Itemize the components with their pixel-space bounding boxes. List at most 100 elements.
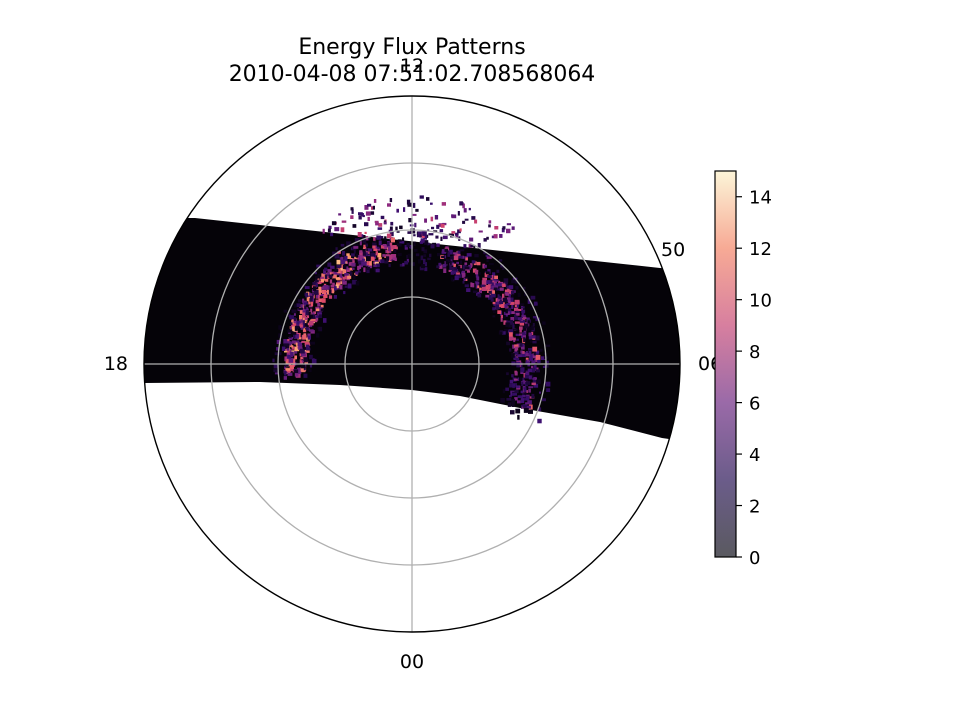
flux-speckle xyxy=(347,283,352,289)
flux-speckle xyxy=(308,305,313,308)
flux-speckle xyxy=(319,294,324,297)
flux-speckle xyxy=(296,340,300,343)
flux-speckle xyxy=(436,224,440,229)
flux-speckle xyxy=(478,272,481,275)
flux-speckle xyxy=(335,273,340,276)
flux-speckle xyxy=(318,286,322,292)
flux-speckle xyxy=(352,274,356,280)
flux-speckle xyxy=(324,274,328,279)
flux-speckle xyxy=(474,219,478,224)
flux-speckle xyxy=(362,258,366,261)
flux-speckle xyxy=(384,236,387,241)
flux-speckle xyxy=(442,263,447,268)
flux-speckle xyxy=(499,234,503,238)
flux-speckle xyxy=(406,242,410,247)
flux-speckle xyxy=(464,262,468,265)
flux-speckle xyxy=(424,218,427,223)
flux-speckle xyxy=(299,315,303,320)
flux-speckle xyxy=(387,241,390,247)
flux-speckle xyxy=(298,307,303,310)
flux-speckle xyxy=(319,292,321,295)
flux-speckle xyxy=(506,302,510,306)
flux-speckle xyxy=(347,274,352,279)
flux-speckle xyxy=(384,260,389,264)
flux-speckle xyxy=(428,233,434,236)
flux-speckle xyxy=(523,407,529,413)
flux-speckle xyxy=(533,301,538,306)
flux-speckle xyxy=(283,309,287,313)
flux-speckle xyxy=(497,310,502,314)
flux-speckle xyxy=(334,227,340,232)
colorbar-tick-label: 6 xyxy=(749,394,760,415)
flux-speckle xyxy=(316,308,321,312)
flux-speckle xyxy=(495,288,500,291)
flux-speckle xyxy=(435,235,439,239)
flux-speckle xyxy=(463,208,467,213)
flux-speckle xyxy=(498,331,503,335)
colorbar-tick-label: 4 xyxy=(749,445,760,466)
flux-speckle xyxy=(419,234,425,238)
flux-speckle xyxy=(514,351,519,355)
flux-speckle xyxy=(373,261,376,265)
flux-speckle xyxy=(294,372,299,377)
theta-label-top: 12 xyxy=(400,55,424,77)
flux-speckle xyxy=(515,312,520,316)
flux-speckle xyxy=(337,271,341,274)
flux-speckle xyxy=(363,257,368,262)
flux-speckle xyxy=(479,287,482,293)
flux-speckle xyxy=(507,297,511,302)
flux-speckle xyxy=(527,299,531,304)
flux-speckle xyxy=(323,318,327,323)
flux-speckle xyxy=(531,365,534,369)
flux-speckle xyxy=(320,308,325,311)
flux-speckle xyxy=(321,298,326,303)
flux-speckle xyxy=(278,333,283,338)
flux-speckle xyxy=(304,305,307,310)
flux-speckle xyxy=(523,392,527,395)
flux-speckle xyxy=(430,202,433,205)
flux-speckle xyxy=(383,245,388,250)
flux-speckle xyxy=(492,315,496,318)
flux-speckle xyxy=(511,353,515,358)
flux-speckle xyxy=(524,327,529,331)
flux-speckle xyxy=(525,402,530,405)
flux-speckle xyxy=(485,254,489,257)
flux-speckle xyxy=(338,268,341,272)
flux-speckle xyxy=(515,286,519,290)
flux-speckle xyxy=(323,269,327,275)
flux-speckle xyxy=(541,398,546,402)
flux-speckle xyxy=(287,350,292,354)
flux-speckle xyxy=(509,348,512,352)
flux-speckle xyxy=(336,282,341,286)
flux-speckle xyxy=(430,216,434,222)
flux-speckle xyxy=(327,269,332,272)
flux-speckle xyxy=(301,364,306,369)
flux-speckle xyxy=(389,231,394,237)
flux-speckle xyxy=(520,350,523,354)
flux-speckle xyxy=(522,350,525,354)
flux-speckle xyxy=(362,238,367,244)
flux-speckle xyxy=(535,354,541,360)
polar-grid xyxy=(144,96,680,632)
flux-speckle xyxy=(466,288,471,292)
flux-speckle xyxy=(466,253,472,257)
flux-speckle xyxy=(476,291,480,296)
flux-speckle xyxy=(532,323,535,327)
flux-speckle xyxy=(340,227,345,233)
flux-speckle xyxy=(441,249,447,253)
flux-speckle xyxy=(276,339,281,344)
flux-speckle xyxy=(523,372,526,378)
flux-speckle xyxy=(318,326,323,332)
flux-speckle xyxy=(284,366,287,369)
flux-speckle xyxy=(327,228,331,233)
flux-speckle xyxy=(506,223,511,226)
flux-speckle xyxy=(291,358,296,362)
flux-speckle xyxy=(519,321,525,326)
flux-speckle xyxy=(440,224,445,228)
flux-speckle xyxy=(304,361,308,364)
flux-speckle xyxy=(289,337,293,340)
flux-speckle xyxy=(534,352,539,356)
flux-speckle xyxy=(372,245,376,249)
theta-label-left: 18 xyxy=(104,353,128,375)
flux-speckle xyxy=(513,337,516,341)
